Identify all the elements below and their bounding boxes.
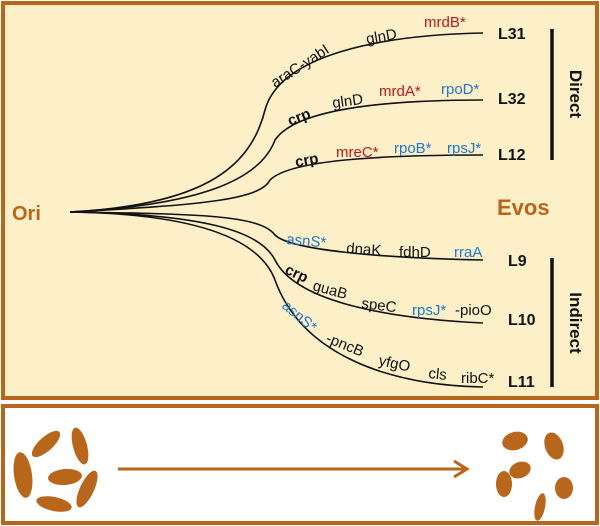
rod-cell <box>31 430 61 458</box>
gene-label: glnD <box>365 26 398 48</box>
rod-cell <box>36 496 72 512</box>
rod-cells <box>13 427 98 512</box>
cells-panel <box>1 404 599 525</box>
indirect-label: Indirect <box>566 292 585 354</box>
lineage-label: L31 <box>498 26 526 43</box>
round-cell <box>555 477 573 499</box>
gene-label: glnD <box>331 91 364 112</box>
arrow <box>118 459 470 479</box>
gene-label: -pioO <box>455 302 492 319</box>
origin-label: Ori <box>12 203 41 225</box>
gene-label: rraA <box>454 244 482 261</box>
lineage-label: L12 <box>498 147 526 164</box>
rod-cell <box>71 427 89 465</box>
gene-label: rpoB* <box>394 140 432 157</box>
round-cells <box>496 431 573 521</box>
round-cell <box>502 431 528 451</box>
gene-label: yfgO <box>377 352 412 375</box>
lineage-label: L32 <box>498 91 526 108</box>
lineage-label: L11 <box>508 374 535 391</box>
rod-cell <box>76 470 98 508</box>
gene-label: crp <box>294 150 320 171</box>
gene-label: fdhD <box>399 244 431 261</box>
round-cell <box>509 461 531 479</box>
direct-label: Direct <box>566 70 585 119</box>
gene-label: rpsJ* <box>412 302 446 319</box>
gene-label: mrdB* <box>424 14 466 31</box>
branch-L11 <box>69 211 484 388</box>
rod-cell <box>48 468 82 486</box>
evos-label: Evos <box>497 195 550 220</box>
gene-label: speC <box>361 295 398 316</box>
round-cell <box>534 493 546 521</box>
gene-label: dnaK <box>346 240 382 259</box>
round-cell <box>496 471 512 497</box>
branches <box>69 32 484 388</box>
gene-label: mreC* <box>336 144 379 161</box>
branch-L32 <box>69 99 484 213</box>
gene-label: asnS* <box>286 231 328 251</box>
round-cell <box>544 432 564 460</box>
gene-label: ribC* <box>461 370 495 387</box>
gene-label: rpsJ* <box>447 140 481 157</box>
lineage-label: L9 <box>508 253 527 270</box>
rod-cell <box>13 452 33 498</box>
branch-L9 <box>69 211 484 261</box>
branch-L12 <box>69 154 484 213</box>
gene-label: cls <box>428 365 448 384</box>
lineage-label: L10 <box>508 312 536 329</box>
branch-L10 <box>69 211 484 324</box>
branch-L31 <box>69 32 484 213</box>
gene-label: rpoD* <box>441 81 480 98</box>
gene-label: mrdA* <box>379 83 421 100</box>
